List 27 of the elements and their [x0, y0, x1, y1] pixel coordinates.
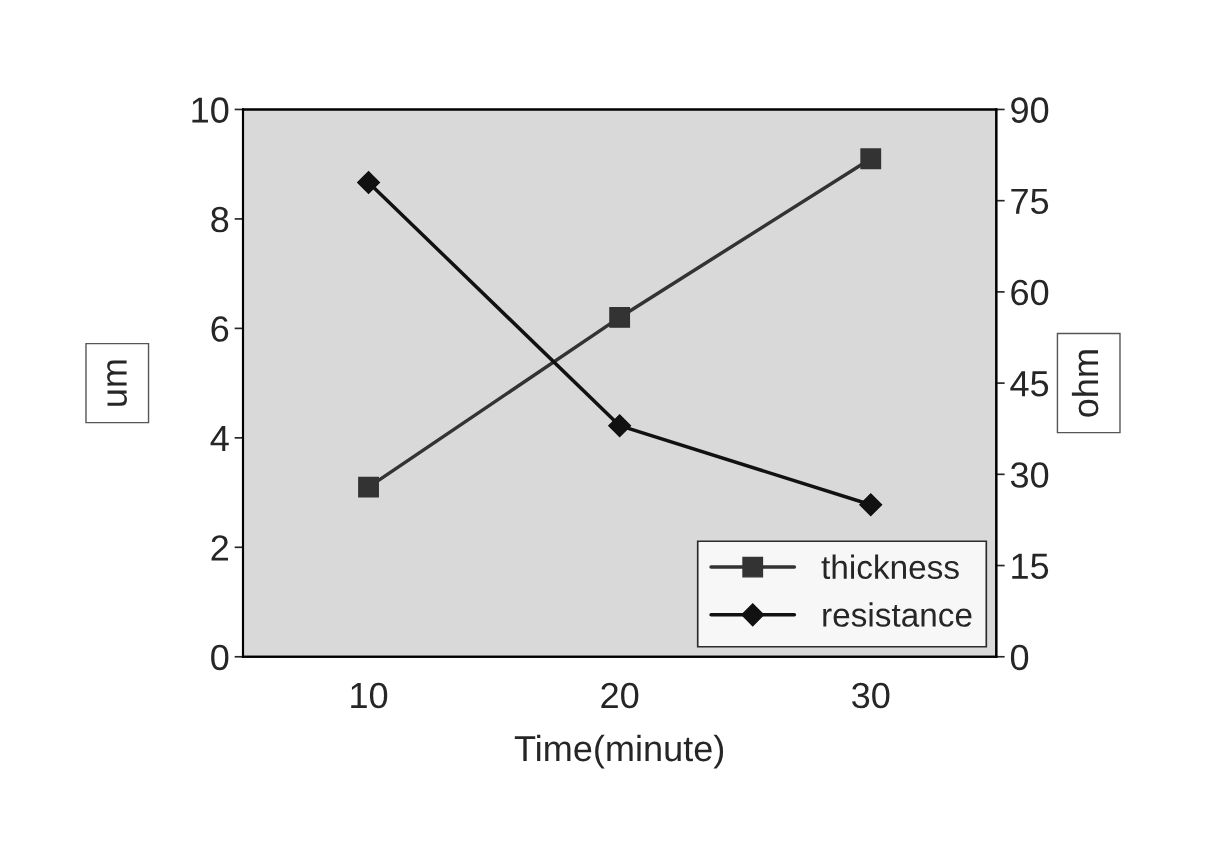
- y2-tick-label: 45: [1010, 371, 1049, 397]
- y2-axis-title: ohm: [1071, 350, 1099, 417]
- y-tick-label: 8: [211, 206, 229, 233]
- y-tick-label: 2: [211, 535, 228, 561]
- legend-label: resistance: [823, 602, 972, 627]
- point: [860, 148, 882, 170]
- y2-tick-label: 75: [1011, 188, 1049, 215]
- y-axis-title: um: [107, 360, 127, 406]
- point: [357, 170, 381, 194]
- y2-tick-label: 0: [1010, 644, 1029, 671]
- point: [608, 414, 632, 438]
- point: [609, 307, 631, 328]
- y-tick-label: 10: [192, 97, 229, 123]
- y2-tick-label: 60: [1011, 279, 1049, 306]
- legend-label: thickness: [821, 554, 959, 580]
- y-tick-label: 4: [210, 426, 229, 451]
- y-tick-label: 0: [211, 644, 229, 671]
- y-tick-label: 6: [211, 316, 229, 342]
- y2-tick-label: 30: [1010, 462, 1049, 488]
- x-tick-label: 20: [601, 682, 639, 709]
- y2-tick-label: 15: [1012, 553, 1049, 579]
- x-tick-label: 10: [351, 682, 388, 709]
- x-tick-label: 30: [852, 682, 890, 709]
- x-axis-title: Time(minute): [514, 734, 724, 769]
- point: [859, 493, 883, 517]
- y2-tick-label: 90: [1011, 97, 1049, 123]
- point: [358, 476, 379, 498]
